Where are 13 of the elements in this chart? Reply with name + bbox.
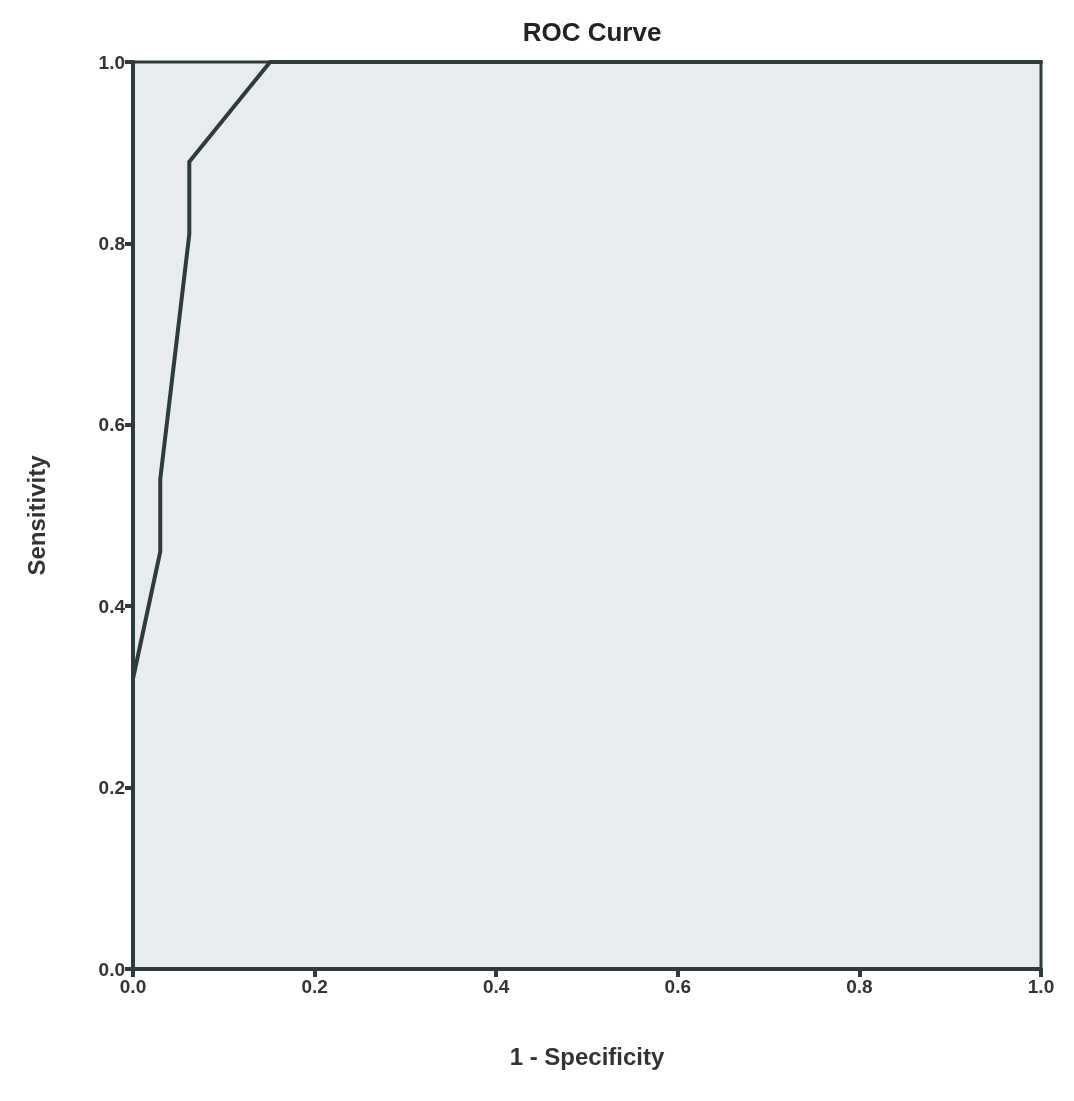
y-tick-label: 0.6 xyxy=(98,414,125,436)
x-tick-label: 0.4 xyxy=(482,976,510,997)
x-tick-label: 1.0 xyxy=(1027,976,1055,997)
chart-title: ROC Curve xyxy=(522,17,662,47)
x-axis-title: 1 - Specificity xyxy=(509,1042,666,1070)
y-tick-label: 0.4 xyxy=(98,595,126,617)
y-tick-label: 1.0 xyxy=(98,51,125,73)
y-axis-title: Sensitivity xyxy=(22,454,50,576)
y-tick-label: 0.2 xyxy=(98,777,125,799)
x-tick-label: 0.2 xyxy=(301,976,328,997)
y-tick-label: 0.8 xyxy=(98,232,125,254)
x-tick-label: 0.8 xyxy=(846,976,873,997)
x-tick-label: 0.6 xyxy=(664,976,692,997)
